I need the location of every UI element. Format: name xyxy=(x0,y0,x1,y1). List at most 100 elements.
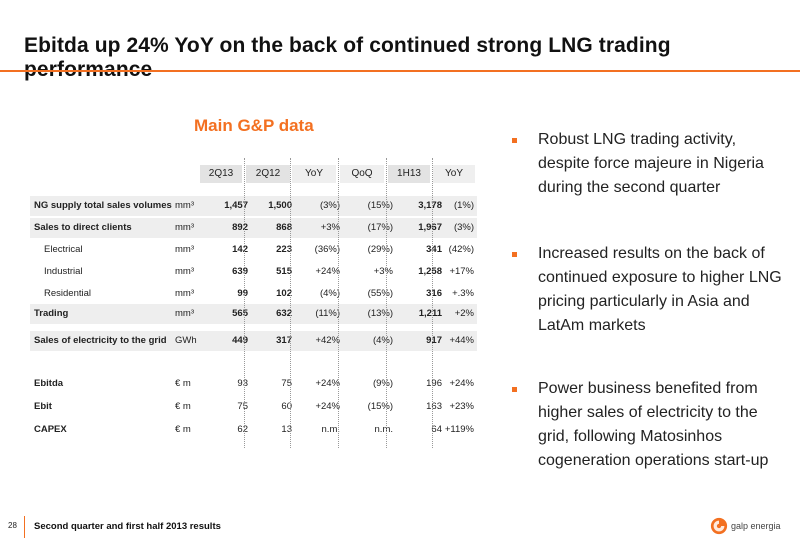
cell: 1,967 xyxy=(418,222,442,233)
column-separator xyxy=(244,158,245,448)
cell: 515 xyxy=(276,266,292,277)
cell: (36%) xyxy=(314,244,340,255)
bullet-text: Increased results on the back of continu… xyxy=(538,245,782,334)
row-label: Electrical xyxy=(44,244,83,255)
cell: 163 xyxy=(426,401,442,412)
cell: n.m. xyxy=(321,424,340,435)
brand-name: galp energia xyxy=(731,521,781,531)
table-row: Ebitda € m 93 75 +24% (9%) 196 +24% xyxy=(30,374,477,394)
row-label: Ebitda xyxy=(34,378,64,389)
cell: 632 xyxy=(276,308,292,319)
cell: 341 xyxy=(426,244,442,255)
row-unit: € m xyxy=(175,378,191,389)
bullet-square-icon xyxy=(512,252,517,257)
cell: 1,457 xyxy=(224,200,248,211)
bullet-square-icon xyxy=(512,387,517,392)
footer-divider xyxy=(24,516,25,538)
row-label: NG supply total sales volumes xyxy=(34,200,172,211)
page-number: 28 xyxy=(8,521,17,530)
slide-title: Ebitda up 24% YoY on the back of continu… xyxy=(24,34,671,81)
table-row: Residential mm³ 99 102 (4%) (55%) 316 +.… xyxy=(30,284,477,304)
column-separator xyxy=(338,158,339,448)
column-separator xyxy=(386,158,387,448)
cell: (55%) xyxy=(367,288,393,299)
cell: (13%) xyxy=(367,308,393,319)
cell: 64 xyxy=(431,424,442,435)
cell: (3%) xyxy=(453,222,474,233)
column-separator xyxy=(290,158,291,448)
cell: 223 xyxy=(276,244,292,255)
cell: (17%) xyxy=(367,222,393,233)
row-unit: mm³ xyxy=(175,244,194,255)
cell: (15%) xyxy=(367,200,393,211)
table-row: Sales to direct clients mm³ 892 868 +3% … xyxy=(30,218,477,238)
cell: 75 xyxy=(237,401,248,412)
col-header-2q13: 2Q13 xyxy=(200,165,242,183)
row-unit: mm³ xyxy=(175,222,194,233)
cell: (4%) xyxy=(319,288,340,299)
footer-text: Second quarter and first half 2013 resul… xyxy=(34,521,221,532)
row-unit: mm³ xyxy=(175,288,194,299)
cell: 75 xyxy=(281,378,292,389)
row-unit: € m xyxy=(175,424,191,435)
cell: 99 xyxy=(237,288,248,299)
company-logo: galp energia xyxy=(710,516,790,538)
cell: +3% xyxy=(373,266,393,277)
table-row: Electrical mm³ 142 223 (36%) (29%) 341 (… xyxy=(30,240,477,260)
table-row: Ebit € m 75 60 +24% (15%) 163 +23% xyxy=(30,397,477,417)
galp-logo-icon xyxy=(710,517,728,535)
cell: (15%) xyxy=(367,401,393,412)
cell: +3% xyxy=(320,222,340,233)
col-header-2q12: 2Q12 xyxy=(246,165,290,183)
row-unit: mm³ xyxy=(175,266,194,277)
cell: +44% xyxy=(449,335,474,346)
row-unit: € m xyxy=(175,401,191,412)
cell: +17% xyxy=(449,266,474,277)
row-unit: mm³ xyxy=(175,308,194,319)
cell: 1,500 xyxy=(268,200,292,211)
cell: +.3% xyxy=(452,288,474,299)
cell: 892 xyxy=(232,222,248,233)
bullet-text: Power business benefited from higher sal… xyxy=(538,380,769,469)
cell: 60 xyxy=(281,401,292,412)
cell: (29%) xyxy=(367,244,393,255)
bullet-text: Robust LNG trading activity, despite for… xyxy=(538,131,764,196)
cell: 639 xyxy=(232,266,248,277)
cell: 62 xyxy=(237,424,248,435)
table-heading: Main G&P data xyxy=(194,116,314,135)
cell: 142 xyxy=(232,244,248,255)
cell: +24% xyxy=(315,378,340,389)
row-unit: GWh xyxy=(175,335,197,346)
title-divider xyxy=(0,70,800,72)
cell: 565 xyxy=(232,308,248,319)
cell: +24% xyxy=(315,401,340,412)
cell: 13 xyxy=(281,424,292,435)
cell: +24% xyxy=(449,378,474,389)
row-unit: mm³ xyxy=(175,200,194,211)
table-row: Industrial mm³ 639 515 +24% +3% 1,258 +1… xyxy=(30,262,477,282)
table-row: NG supply total sales volumes mm³ 1,457 … xyxy=(30,196,477,216)
row-label: Sales of electricity to the grid xyxy=(34,335,167,346)
table-row: Trading mm³ 565 632 (11%) (13%) 1,211 +2… xyxy=(30,304,477,324)
cell: n.m. xyxy=(374,424,393,435)
table-row: CAPEX € m 62 13 n.m. n.m. 64 +119% xyxy=(30,420,477,440)
bullet-square-icon xyxy=(512,138,517,143)
cell: 196 xyxy=(426,378,442,389)
cell: 102 xyxy=(276,288,292,299)
row-label: CAPEX xyxy=(34,424,67,435)
cell: (11%) xyxy=(315,308,340,319)
cell: +119% xyxy=(444,424,474,435)
row-label: Sales to direct clients xyxy=(34,222,132,233)
col-header-qoq: QoQ xyxy=(340,165,384,183)
col-header-1h13: 1H13 xyxy=(388,165,430,183)
cell: 317 xyxy=(276,335,292,346)
cell: (9%) xyxy=(372,378,393,389)
row-label: Trading xyxy=(34,308,69,319)
table-row: Sales of electricity to the grid GWh 449… xyxy=(30,331,477,351)
cell: 316 xyxy=(426,288,442,299)
cell: (42%) xyxy=(448,244,474,255)
cell: 868 xyxy=(276,222,292,233)
cell: +42% xyxy=(315,335,340,346)
cell: 917 xyxy=(426,335,442,346)
cell: (4%) xyxy=(372,335,393,346)
